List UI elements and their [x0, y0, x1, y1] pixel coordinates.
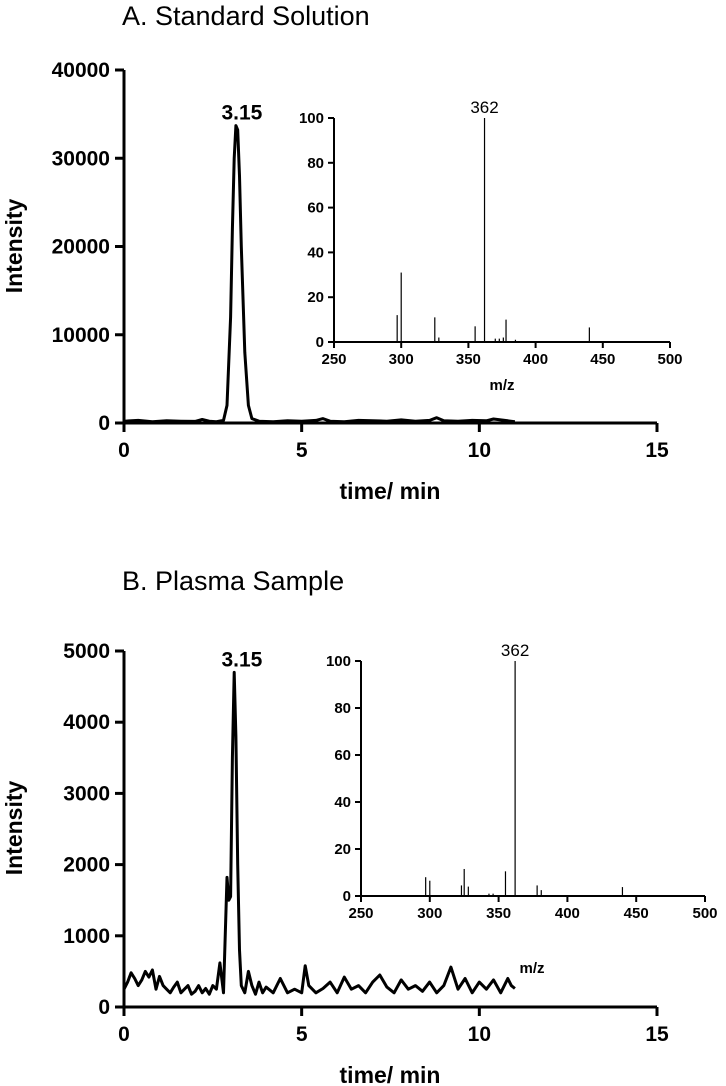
panel-b-y-tick-label: 0 [98, 996, 110, 1019]
panel-a-inset-x-tick-label: 450 [590, 351, 615, 368]
panel-b-inset-y-tick-label: 60 [334, 747, 351, 764]
panel-a-axes: 0 5 10 15 0 10000 20000 30000 40000 [52, 59, 669, 462]
panel-b-x-tick-label: 10 [468, 1023, 491, 1046]
panel-b-inset-x-tick-label: 500 [692, 905, 717, 922]
panel-b-inset-x-tick-label: 450 [624, 905, 649, 922]
panel-b-inset-annotation: 362 [501, 641, 529, 660]
panel-b-inset-y-tick-label: 100 [326, 653, 351, 670]
panel-a-inset-x-tick-label: 250 [321, 351, 346, 368]
panel-b-inset-xlabel: m/z [519, 960, 544, 977]
panel-a-inset-y-tick-label: 40 [307, 244, 324, 261]
panel-b-title: B. Plasma Sample [122, 566, 344, 596]
panel-b-x-tick-label: 5 [296, 1023, 308, 1046]
panel-b-y-tick-label: 5000 [63, 640, 110, 663]
panel-a-x-tick-label: 15 [645, 439, 669, 462]
panel-a-inset-x-tick-label: 300 [389, 351, 414, 368]
panel-a-inset-y-tick-label: 60 [307, 200, 324, 217]
panel-b-xlabel: time/ min [340, 1062, 441, 1086]
panel-a-y-tick-label: 20000 [52, 236, 110, 259]
panel-a-title: A. Standard Solution [122, 1, 370, 31]
panel-b-peak-label: 3.15 [221, 648, 262, 671]
panel-a-inset: 250 300 350 400 450 500 0 20 40 60 80 100 m/z 362 [299, 98, 683, 394]
panel-b-inset-y-tick-label: 40 [334, 794, 351, 811]
panel-a-chromatogram-line [123, 124, 516, 424]
panel-a-xlabel: time/ min [340, 478, 441, 504]
panel-a-y-tick-label: 10000 [52, 324, 110, 347]
panel-a-y-tick-label: 30000 [52, 147, 110, 170]
panel-b-ylabel: Intensity [1, 781, 27, 876]
panel-a-inset-axes: 250 300 350 400 450 500 0 20 40 60 80 100 [299, 110, 683, 368]
panel-b-inset-y-tick-label: 0 [343, 888, 351, 905]
panel-b-inset-x-tick-label: 350 [486, 905, 511, 922]
panel-a-peak-label: 3.15 [221, 102, 262, 125]
panel-b-inset-axes: 250 300 350 400 450 500 0 20 40 60 80 100 [326, 653, 718, 922]
panel-b-inset-y-tick-label: 20 [334, 841, 351, 858]
panel-a: A. Standard Solution Intensity time/ min… [1, 1, 683, 504]
panel-a-inset-x-tick-label: 500 [657, 351, 682, 368]
panel-b-x-tick-label: 0 [118, 1023, 130, 1046]
panel-a-ylabel: Intensity [1, 199, 27, 294]
panel-b-y-tick-label: 2000 [63, 854, 110, 877]
panel-a-y-tick-label: 40000 [52, 59, 110, 82]
panel-b-inset: 250 300 350 400 450 500 0 20 40 60 80 100 m/z 362 [326, 641, 718, 977]
panel-a-inset-x-tick-label: 350 [456, 351, 481, 368]
panel-b-x-tick-label: 15 [645, 1023, 669, 1046]
panel-b-inset-x-tick-label: 400 [555, 905, 580, 922]
panel-b-chromatogram-line [122, 670, 516, 996]
panel-a-x-tick-label: 10 [468, 439, 491, 462]
panel-a-inset-y-tick-label: 80 [307, 155, 324, 172]
panel-a-inset-x-tick-label: 400 [523, 351, 548, 368]
panel-a-inset-annotation: 362 [470, 98, 498, 117]
panel-b-y-tick-label: 4000 [63, 711, 110, 734]
panel-b-inset-x-tick-label: 250 [348, 905, 373, 922]
panel-a-inset-y-tick-label: 0 [316, 334, 324, 351]
panel-b-y-tick-label: 3000 [63, 782, 110, 805]
panel-b-inset-x-tick-label: 300 [417, 905, 442, 922]
panel-b-inset-y-tick-label: 80 [334, 700, 351, 717]
panel-a-inset-xlabel: m/z [489, 377, 514, 394]
panel-a-x-tick-label: 5 [296, 439, 308, 462]
panel-a-x-tick-label: 0 [118, 439, 130, 462]
panel-a-y-tick-label: 0 [98, 412, 110, 435]
panel-b: B. Plasma Sample Intensity time/ min 0 5 1… [1, 566, 718, 1086]
panel-b-y-tick-label: 1000 [63, 925, 110, 948]
panel-a-inset-y-tick-label: 100 [299, 110, 324, 127]
panel-a-inset-y-tick-label: 20 [307, 289, 324, 306]
